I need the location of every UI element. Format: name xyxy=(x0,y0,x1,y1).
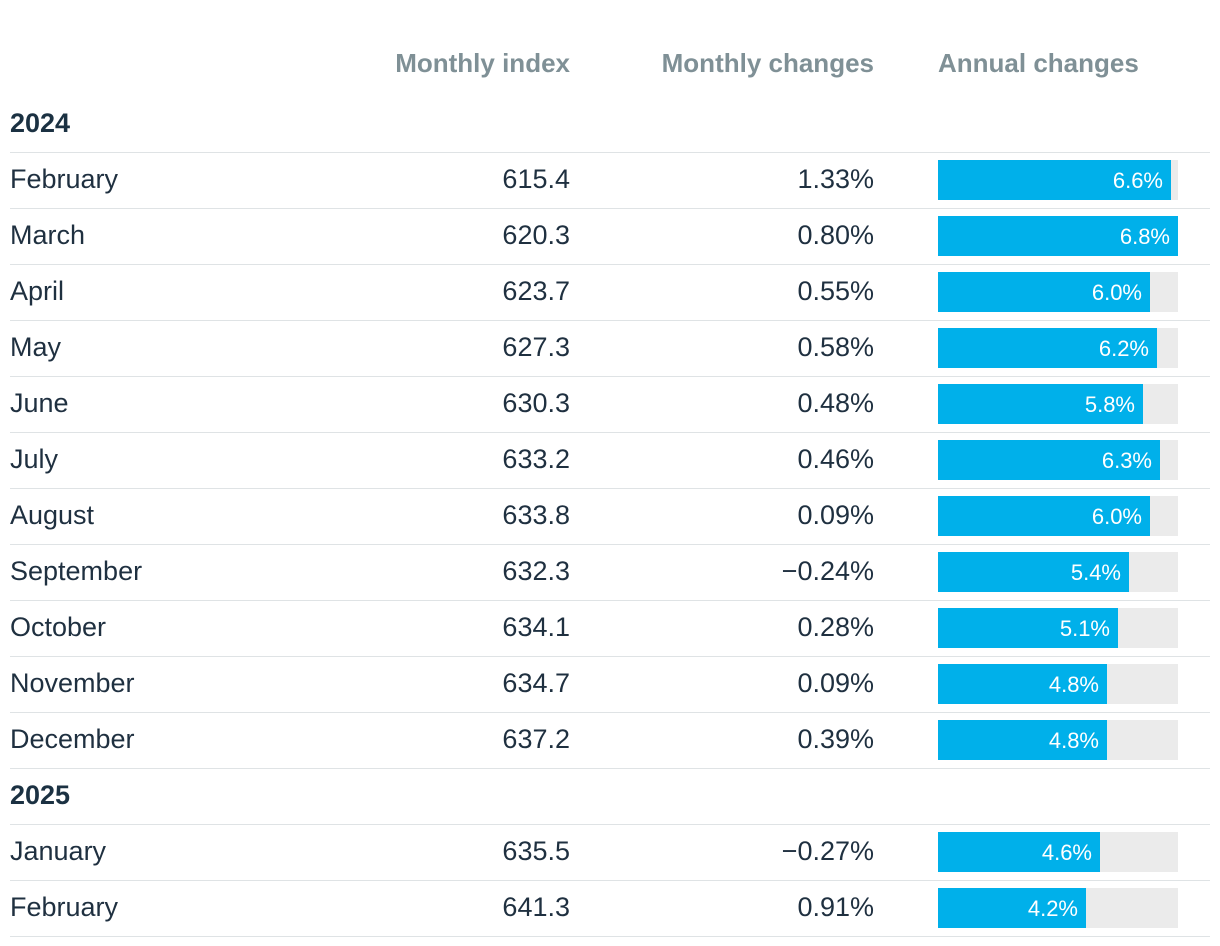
monthly-change-value: 0.58% xyxy=(797,332,874,362)
monthly-change-value: 0.91% xyxy=(797,892,874,922)
table-row: August 633.8 0.09% 6.0% xyxy=(10,488,1210,545)
month-label: February xyxy=(10,892,119,922)
year-label: 2025 xyxy=(10,780,71,810)
header-monthly-index: Monthly index xyxy=(395,48,570,78)
monthly-index-value: 634.1 xyxy=(502,612,570,642)
annual-change-label: 4.6% xyxy=(1041,840,1092,865)
annual-change-label: 6.8% xyxy=(1119,224,1170,249)
table-row: February 615.4 1.33% 6.6% xyxy=(10,152,1210,209)
monthly-index-value: 637.2 xyxy=(502,724,570,754)
annual-change-bar: 4.2% xyxy=(938,888,1086,928)
year-heading-row: 2024 xyxy=(10,96,1210,153)
monthly-index-value: 623.7 xyxy=(502,276,570,306)
monthly-index-value: 620.3 xyxy=(502,220,570,250)
annual-change-label: 5.1% xyxy=(1059,616,1110,641)
year-heading-row: 2025 xyxy=(10,768,1210,825)
table-row: July 633.2 0.46% 6.3% xyxy=(10,432,1210,489)
month-label: June xyxy=(10,388,69,418)
annual-change-track: 4.8% xyxy=(938,664,1178,704)
monthly-change-value: 0.39% xyxy=(797,724,874,754)
annual-change-track: 5.8% xyxy=(938,384,1178,424)
annual-change-label: 6.0% xyxy=(1091,280,1142,305)
table-row: June 630.3 0.48% 5.8% xyxy=(10,376,1210,433)
annual-change-track: 5.1% xyxy=(938,608,1178,648)
month-label: November xyxy=(10,668,135,698)
annual-change-track: 6.0% xyxy=(938,496,1178,536)
month-label: April xyxy=(10,276,65,306)
monthly-index-value: 615.4 xyxy=(502,164,570,194)
monthly-index-value: 632.3 xyxy=(502,556,570,586)
monthly-change-value: 0.09% xyxy=(797,668,874,698)
month-label: March xyxy=(10,220,86,250)
month-label: August xyxy=(10,500,95,530)
annual-change-track: 4.6% xyxy=(938,832,1178,872)
annual-change-label: 5.4% xyxy=(1070,560,1121,585)
monthly-change-value: 0.28% xyxy=(797,612,874,642)
monthly-change-value: −0.24% xyxy=(781,556,874,586)
annual-change-track: 4.8% xyxy=(938,720,1178,760)
month-label: February xyxy=(10,164,119,194)
month-label: October xyxy=(10,612,107,642)
annual-change-label: 6.2% xyxy=(1098,336,1149,361)
annual-change-label: 6.3% xyxy=(1101,448,1152,473)
annual-change-bar: 6.0% xyxy=(938,272,1150,312)
table-row: December 637.2 0.39% 4.8% xyxy=(10,712,1210,769)
monthly-index-value: 634.7 xyxy=(502,668,570,698)
table-row: February 641.3 0.91% 4.2% xyxy=(10,880,1210,937)
annual-change-label: 4.8% xyxy=(1048,672,1099,697)
annual-change-track: 6.2% xyxy=(938,328,1178,368)
month-label: December xyxy=(10,724,135,754)
monthly-change-value: 0.80% xyxy=(797,220,874,250)
annual-change-bar: 6.6% xyxy=(938,160,1171,200)
monthly-change-value: 0.09% xyxy=(797,500,874,530)
monthly-index-value: 633.2 xyxy=(502,444,570,474)
table-row: April 623.7 0.55% 6.0% xyxy=(10,264,1210,321)
annual-change-bar: 6.2% xyxy=(938,328,1157,368)
annual-change-bar: 4.6% xyxy=(938,832,1100,872)
monthly-change-value: 0.55% xyxy=(797,276,874,306)
table-row: March 620.3 0.80% 6.8% xyxy=(10,208,1210,265)
table-row: September 632.3 −0.24% 5.4% xyxy=(10,544,1210,601)
month-label: January xyxy=(10,836,107,866)
header-annual-changes: Annual changes xyxy=(938,48,1139,78)
annual-change-label: 6.6% xyxy=(1112,168,1163,193)
monthly-change-value: −0.27% xyxy=(781,836,874,866)
month-label: July xyxy=(10,444,59,474)
annual-change-label: 4.8% xyxy=(1048,728,1099,753)
monthly-change-value: 0.46% xyxy=(797,444,874,474)
annual-change-bar: 6.8% xyxy=(938,216,1178,256)
table-row: October 634.1 0.28% 5.1% xyxy=(10,600,1210,657)
annual-change-label: 4.2% xyxy=(1027,896,1078,921)
annual-change-bar: 4.8% xyxy=(938,664,1107,704)
annual-change-track: 6.3% xyxy=(938,440,1178,480)
annual-change-label: 5.8% xyxy=(1084,392,1135,417)
table-row: May 627.3 0.58% 6.2% xyxy=(10,320,1210,377)
monthly-index-value: 627.3 xyxy=(502,332,570,362)
annual-change-bar: 5.8% xyxy=(938,384,1143,424)
annual-change-track: 6.6% xyxy=(938,160,1178,200)
annual-change-track: 5.4% xyxy=(938,552,1178,592)
annual-change-bar: 5.4% xyxy=(938,552,1129,592)
table-row: November 634.7 0.09% 4.8% xyxy=(10,656,1210,713)
annual-change-bar: 5.1% xyxy=(938,608,1118,648)
monthly-change-value: 1.33% xyxy=(797,164,874,194)
annual-change-track: 6.0% xyxy=(938,272,1178,312)
annual-change-bar: 4.8% xyxy=(938,720,1107,760)
monthly-index-value: 641.3 xyxy=(502,892,570,922)
annual-change-bar: 6.3% xyxy=(938,440,1160,480)
monthly-change-value: 0.48% xyxy=(797,388,874,418)
header-monthly-changes: Monthly changes xyxy=(661,48,874,78)
month-label: September xyxy=(10,556,143,586)
month-label: May xyxy=(10,332,62,362)
monthly-index-value: 633.8 xyxy=(502,500,570,530)
year-label: 2024 xyxy=(10,108,71,138)
annual-change-label: 6.0% xyxy=(1091,504,1142,529)
table-row: January 635.5 −0.27% 4.6% xyxy=(10,824,1210,881)
annual-change-track: 6.8% xyxy=(938,216,1178,256)
annual-change-bar: 6.0% xyxy=(938,496,1150,536)
monthly-index-value: 630.3 xyxy=(502,388,570,418)
monthly-index-value: 635.5 xyxy=(502,836,570,866)
annual-change-track: 4.2% xyxy=(938,888,1178,928)
